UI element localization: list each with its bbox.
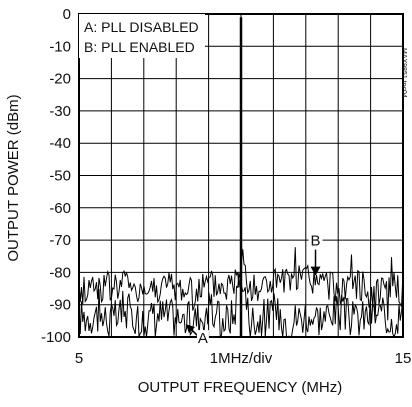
y-tick-label: -40 — [49, 135, 71, 152]
annotation-b-label-bg — [308, 231, 323, 249]
x-tick-label: 5 — [75, 350, 83, 367]
y-tick-label: -60 — [49, 200, 71, 217]
legend-entry-b: B: PLL ENABLED — [84, 39, 195, 55]
figure-id-note: MAX9851 toc04 — [400, 48, 407, 98]
x-tick-label: 15 — [395, 350, 412, 367]
y-axis-label: OUTPUT POWER (dBm) — [5, 94, 22, 261]
annotation-a-arrowhead — [185, 324, 195, 334]
annotation-b-label: B — [311, 233, 321, 250]
legend-background — [79, 14, 205, 58]
plot-frame — [78, 13, 404, 338]
annotation-a-label-bg — [196, 330, 209, 347]
annotation-b-arrowhead — [310, 266, 321, 276]
y-tick-label: -80 — [49, 264, 71, 281]
annotation-a-label: A — [198, 330, 208, 347]
y-tick-label: -20 — [49, 71, 71, 88]
annotations: AB — [185, 231, 323, 347]
legend-entry-a: A: PLL DISABLED — [84, 19, 199, 35]
y-tick-label: 0 — [63, 6, 71, 23]
x-tick-labels: 5 1MHz/div 15 — [75, 350, 412, 367]
x-tick-label: 1MHz/div — [210, 350, 273, 367]
y-tick-label: -30 — [49, 103, 71, 120]
y-tick-label: -50 — [49, 168, 71, 185]
y-tick-label: -100 — [41, 329, 71, 346]
y-tick-label: -70 — [49, 232, 71, 249]
y-tick-label: -90 — [49, 297, 71, 314]
x-axis-label: OUTPUT FREQUENCY (MHz) — [138, 379, 342, 396]
y-tick-labels: 0 -10 -20 -30 -40 -50 -60 -70 -80 -90 -100 — [41, 6, 71, 346]
series-layer — [78, 17, 404, 339]
y-tick-label: -10 — [49, 38, 71, 55]
